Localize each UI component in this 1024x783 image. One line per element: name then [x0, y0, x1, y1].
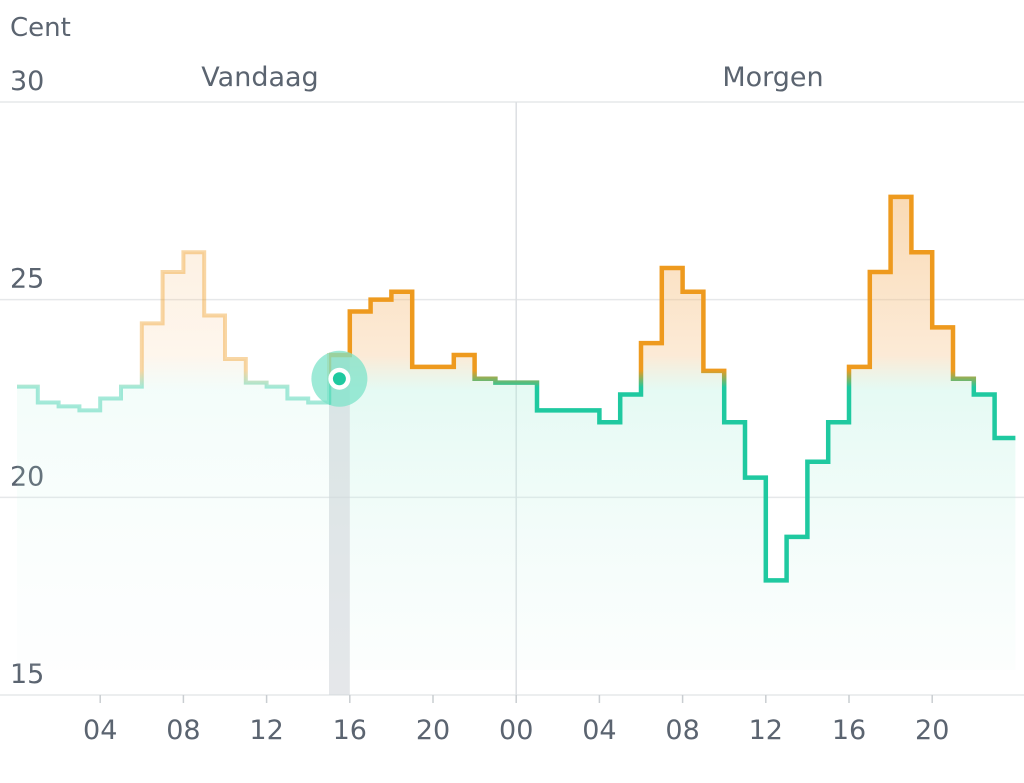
price-step[interactable]: [683, 290, 704, 294]
price-step[interactable]: [350, 310, 371, 314]
x-tick-label: 08: [665, 715, 699, 746]
price-step[interactable]: [142, 321, 163, 325]
x-tick-label: 20: [416, 715, 450, 746]
price-step[interactable]: [537, 408, 558, 412]
price-step[interactable]: [703, 369, 724, 373]
x-tick-label: 16: [333, 715, 367, 746]
x-tick-label: 20: [915, 715, 949, 746]
x-tick-label: 12: [249, 715, 283, 746]
price-step[interactable]: [267, 385, 288, 389]
x-tick-label: 12: [749, 715, 783, 746]
x-tick-label: 16: [832, 715, 866, 746]
price-step[interactable]: [246, 381, 267, 385]
price-step[interactable]: [911, 250, 932, 254]
price-step[interactable]: [412, 365, 433, 369]
price-step[interactable]: [953, 377, 974, 381]
area-fill-past: [17, 252, 329, 670]
price-line-past: [17, 250, 329, 413]
day-label-tomorrow: Morgen: [722, 62, 823, 93]
x-tick-label: 04: [582, 715, 616, 746]
price-step[interactable]: [870, 270, 891, 274]
price-step[interactable]: [932, 325, 953, 329]
price-step[interactable]: [516, 381, 537, 385]
price-step[interactable]: [38, 400, 59, 404]
price-step[interactable]: [287, 397, 308, 401]
price-step[interactable]: [599, 420, 620, 424]
price-step[interactable]: [121, 385, 142, 389]
y-axis-unit-label: Cent: [10, 13, 71, 43]
price-step[interactable]: [391, 290, 412, 294]
price-step[interactable]: [787, 535, 808, 539]
price-step[interactable]: [59, 404, 80, 408]
price-step[interactable]: [558, 408, 579, 412]
price-step[interactable]: [204, 313, 225, 317]
price-step[interactable]: [163, 270, 184, 274]
price-step[interactable]: [100, 397, 121, 401]
current-hour-band: [329, 355, 350, 695]
price-step[interactable]: [995, 436, 1016, 440]
current-price-marker[interactable]: [332, 372, 346, 386]
price-step[interactable]: [225, 357, 246, 361]
price-step[interactable]: [974, 393, 995, 397]
price-step[interactable]: [849, 365, 870, 369]
price-step[interactable]: [828, 420, 849, 424]
price-step[interactable]: [454, 353, 475, 357]
price-step[interactable]: [495, 381, 516, 385]
y-tick-label: 30: [10, 66, 44, 97]
price-step[interactable]: [371, 298, 392, 302]
price-step[interactable]: [433, 365, 454, 369]
price-step[interactable]: [807, 460, 828, 464]
price-step[interactable]: [891, 195, 912, 199]
price-step[interactable]: [766, 578, 787, 582]
x-tick-label: 08: [166, 715, 200, 746]
x-tick-label: 04: [83, 715, 117, 746]
price-step[interactable]: [724, 420, 745, 424]
price-step[interactable]: [183, 250, 204, 254]
day-label-today: Vandaag: [201, 62, 318, 93]
price-step[interactable]: [17, 385, 38, 389]
price-step[interactable]: [641, 341, 662, 345]
price-step[interactable]: [745, 476, 766, 480]
price-line-future: [329, 194, 1016, 583]
y-tick-label: 25: [10, 264, 44, 295]
price-step[interactable]: [620, 393, 641, 397]
area-fill-future: [329, 196, 1016, 670]
price-step[interactable]: [79, 408, 100, 412]
price-step[interactable]: [662, 266, 683, 270]
price-step[interactable]: [475, 377, 496, 381]
x-tick-label: 00: [499, 715, 533, 746]
price-step[interactable]: [579, 408, 600, 412]
